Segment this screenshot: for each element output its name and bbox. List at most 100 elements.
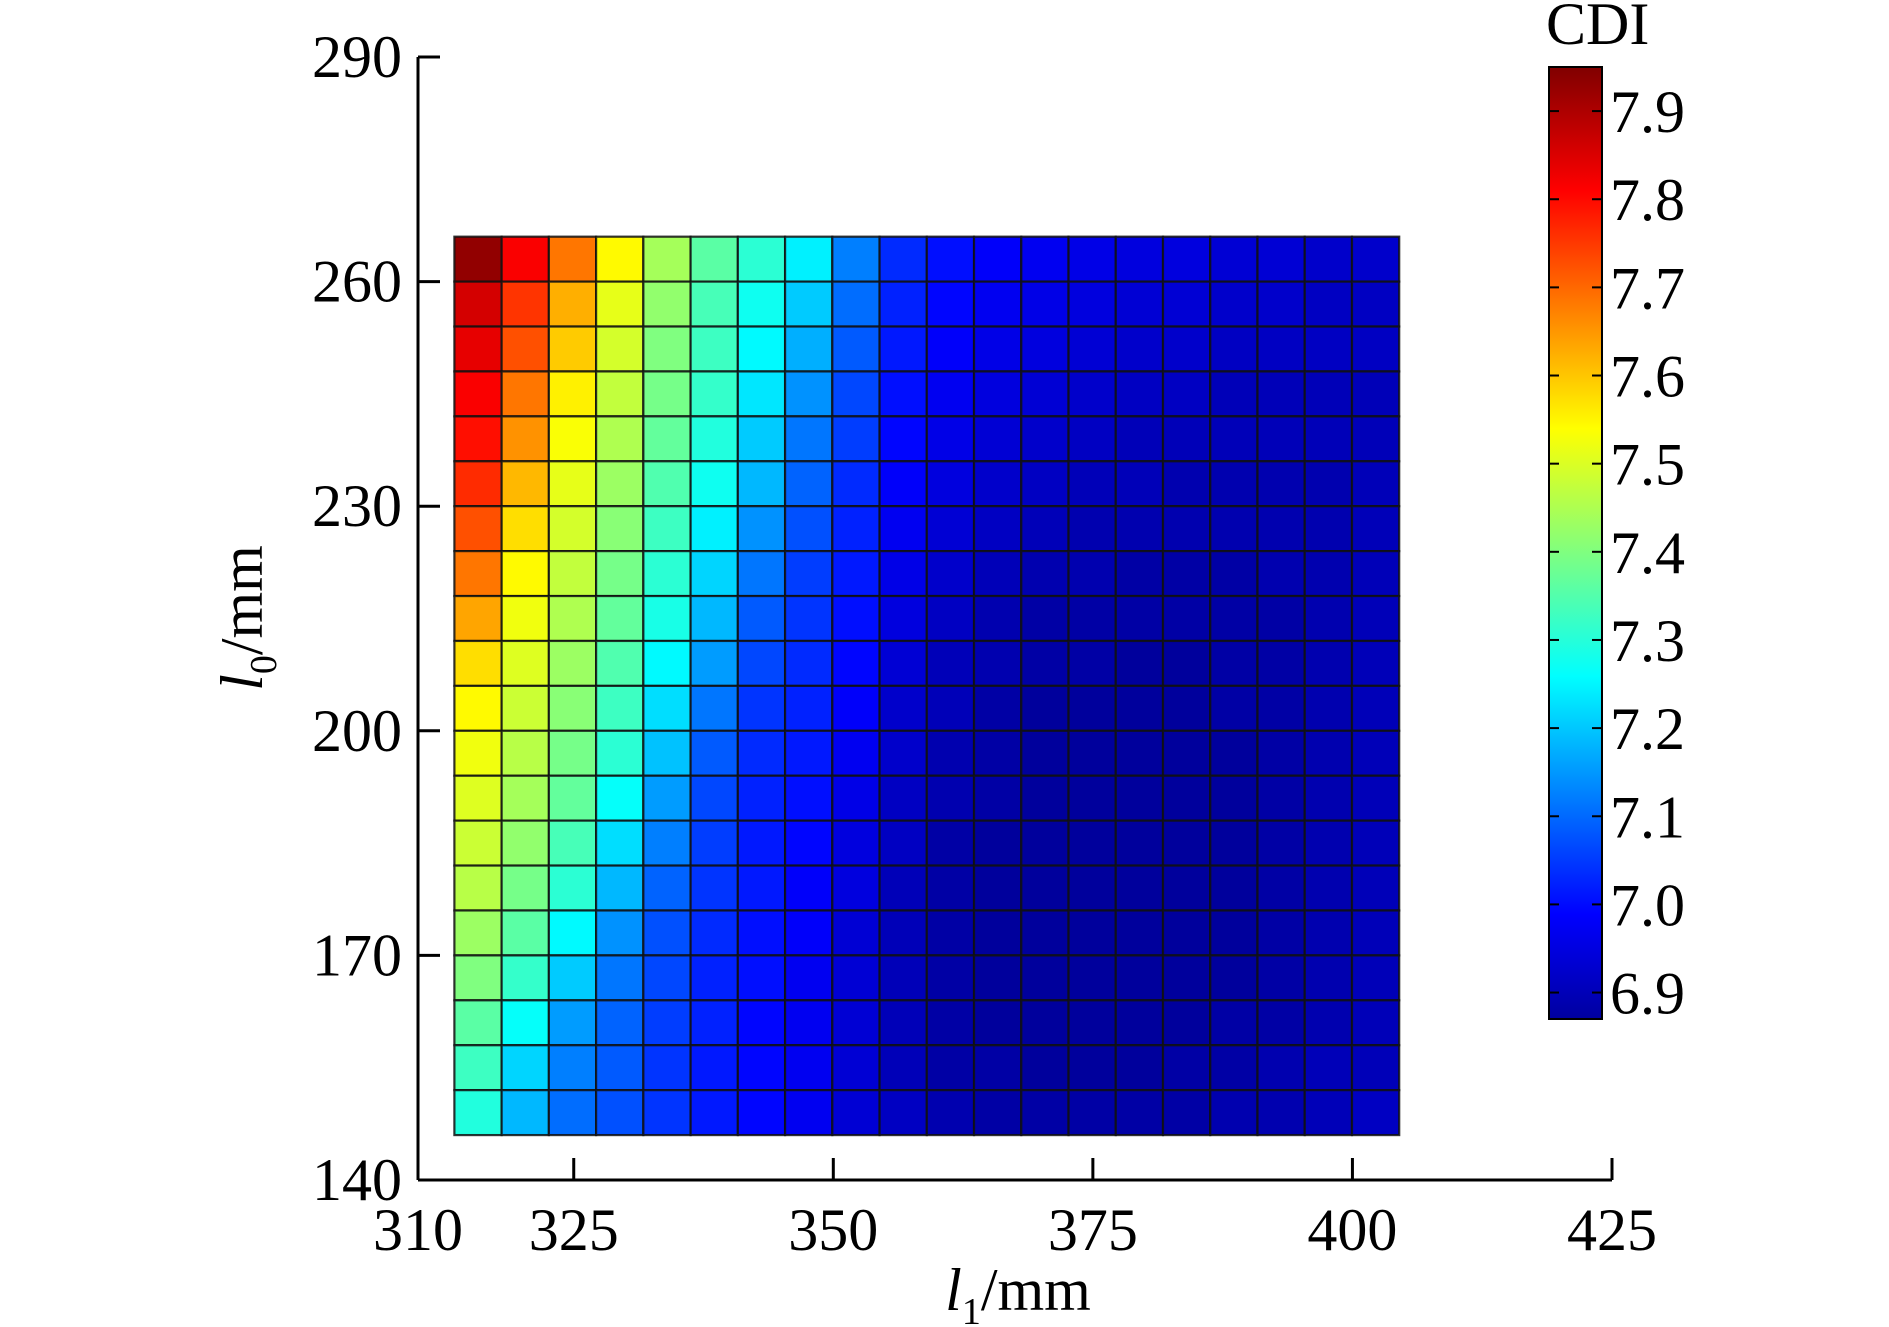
heatmap-cell bbox=[1161, 909, 1212, 957]
heatmap-cell bbox=[1114, 909, 1165, 957]
heatmap-cell bbox=[1209, 864, 1259, 912]
heatmap-cell bbox=[783, 505, 834, 553]
x-axis-ticks: 310 325 350 375 400 425 bbox=[373, 1158, 1657, 1263]
heatmap-cell bbox=[689, 235, 739, 283]
heatmap-cell bbox=[1350, 774, 1401, 822]
heatmap-cell bbox=[878, 280, 928, 328]
heatmap-cell bbox=[689, 1044, 739, 1092]
heatmap-cell bbox=[1209, 909, 1259, 957]
heatmap-cell bbox=[1256, 954, 1306, 1002]
heatmap-cell bbox=[689, 954, 739, 1002]
heatmap-cell bbox=[595, 1089, 645, 1137]
heatmap-cell bbox=[925, 460, 976, 508]
heatmap-cell bbox=[878, 729, 928, 777]
heatmap-cell bbox=[736, 684, 787, 732]
heatmap-cell bbox=[783, 325, 834, 373]
heatmap-cell bbox=[736, 550, 787, 598]
heatmap-cell bbox=[831, 460, 881, 508]
heatmap-cell bbox=[878, 774, 928, 822]
heatmap-cell bbox=[925, 505, 976, 553]
heatmap-cell bbox=[831, 774, 881, 822]
heatmap-cell bbox=[736, 280, 787, 328]
heatmap-cell bbox=[878, 999, 928, 1047]
heatmap-cell bbox=[1114, 774, 1165, 822]
heatmap-cell bbox=[642, 370, 692, 418]
colorbar-tick-label: 7.7 bbox=[1610, 255, 1685, 321]
heatmap-cell bbox=[1209, 819, 1259, 867]
heatmap-cell bbox=[689, 639, 739, 687]
heatmap-cell bbox=[1020, 864, 1070, 912]
heatmap-cell bbox=[783, 864, 834, 912]
heatmap-cell bbox=[972, 639, 1023, 687]
heatmap-cell bbox=[1067, 684, 1117, 732]
heatmap-cell bbox=[972, 729, 1023, 777]
heatmap-cell bbox=[972, 999, 1023, 1047]
heatmap-cell bbox=[689, 280, 739, 328]
heatmap-cell bbox=[736, 325, 787, 373]
heatmap-cell bbox=[689, 774, 739, 822]
heatmap-cell bbox=[1161, 1089, 1212, 1137]
x-tick-label: 425 bbox=[1567, 1197, 1657, 1263]
heatmap-cell bbox=[1114, 594, 1165, 643]
heatmap-cell bbox=[1256, 505, 1306, 553]
heatmap-cell bbox=[972, 684, 1023, 732]
heatmap-cell bbox=[831, 594, 881, 643]
heatmap-cell bbox=[1256, 1089, 1306, 1137]
heatmap-cell bbox=[1350, 505, 1401, 553]
heatmap-cell bbox=[1209, 415, 1259, 463]
heatmap-cell bbox=[925, 819, 976, 867]
heatmap-cell bbox=[831, 550, 881, 598]
heatmap-cell bbox=[783, 729, 834, 777]
y-axis-ticks: 140 170 200 230 260 290 bbox=[312, 24, 440, 1213]
heatmap-cell bbox=[1256, 1044, 1306, 1092]
heatmap-cell bbox=[972, 864, 1023, 912]
heatmap-cell bbox=[1161, 819, 1212, 867]
heatmap-cell bbox=[972, 460, 1023, 508]
y-tick-label: 260 bbox=[312, 249, 402, 315]
heatmap-cell bbox=[1256, 370, 1306, 418]
heatmap-cell bbox=[1161, 864, 1212, 912]
heatmap-cell bbox=[500, 729, 550, 777]
heatmap-cell bbox=[1161, 729, 1212, 777]
heatmap-cell bbox=[736, 999, 787, 1047]
heatmap-cell bbox=[1209, 460, 1259, 508]
heatmap-cell bbox=[1209, 954, 1259, 1002]
heatmap-cell bbox=[1350, 954, 1401, 1002]
heatmap-cell bbox=[689, 415, 739, 463]
heatmap-cell bbox=[689, 999, 739, 1047]
heatmap-cell bbox=[1209, 550, 1259, 598]
heatmap-cell bbox=[1067, 909, 1117, 957]
heatmap-cell bbox=[1303, 909, 1354, 957]
heatmap-cell bbox=[689, 460, 739, 508]
heatmap-cell bbox=[783, 235, 834, 283]
heatmap-cell bbox=[1020, 729, 1070, 777]
heatmap-cell bbox=[736, 639, 787, 687]
heatmap-cell bbox=[878, 325, 928, 373]
heatmap-cell bbox=[642, 819, 692, 867]
heatmap-cell bbox=[1020, 684, 1070, 732]
heatmap-cell bbox=[453, 325, 503, 373]
heatmap-cell bbox=[1256, 774, 1306, 822]
y-tick-label: 170 bbox=[312, 922, 402, 988]
heatmap-cell bbox=[783, 684, 834, 732]
heatmap-cell bbox=[736, 954, 787, 1002]
heatmap-cell bbox=[925, 280, 976, 328]
colorbar-tick-label: 7.6 bbox=[1610, 344, 1685, 410]
heatmap-cell bbox=[972, 415, 1023, 463]
heatmap-cell bbox=[1303, 639, 1354, 687]
heatmap-cell bbox=[1256, 684, 1306, 732]
y-tick-label: 290 bbox=[312, 24, 402, 90]
heatmap-cell bbox=[783, 415, 834, 463]
heatmap-cell bbox=[500, 1089, 550, 1137]
heatmap-cell bbox=[547, 235, 598, 283]
heatmap-cell bbox=[972, 370, 1023, 418]
heatmap-cell bbox=[1161, 999, 1212, 1047]
heatmap-cell bbox=[1067, 819, 1117, 867]
heatmap-cell bbox=[1161, 550, 1212, 598]
heatmap-cell bbox=[1256, 594, 1306, 643]
heatmap-cell bbox=[1350, 550, 1401, 598]
heatmap-cell bbox=[1256, 235, 1306, 283]
heatmap-cell bbox=[500, 774, 550, 822]
heatmap-cell bbox=[1067, 370, 1117, 418]
heatmap-cell bbox=[925, 235, 976, 283]
